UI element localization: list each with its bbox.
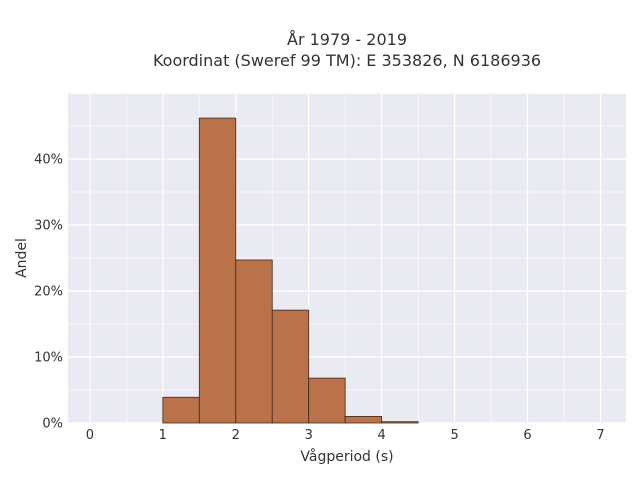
y-tick-label: 20%: [34, 285, 63, 300]
histogram-bar: [308, 377, 346, 424]
x-tick-label: 7: [596, 428, 604, 443]
histogram-bar: [271, 309, 310, 424]
grid-lines: [68, 92, 626, 424]
x-tick-label: 4: [378, 428, 386, 443]
x-tick-label: 3: [305, 428, 313, 443]
histogram-bar: [198, 117, 237, 424]
tick-labels: 0 1 2 3 4 5 6 7 0% 10% 20% 30% 40%: [34, 153, 605, 444]
histogram-bar: [235, 259, 273, 424]
histogram-bar: [344, 415, 383, 424]
y-axis-label: Andel: [14, 238, 30, 278]
chart-title-line-2: Koordinat (Sweref 99 TM): E 353826, N 61…: [153, 51, 541, 70]
histogram-bar: [381, 421, 419, 424]
x-tick-label: 2: [232, 428, 240, 443]
y-tick-label: 10%: [34, 351, 63, 366]
y-tick-label: 0%: [42, 417, 63, 432]
x-tick-label: 6: [523, 428, 531, 443]
chart-title-line-1: År 1979 - 2019: [287, 30, 407, 49]
histogram-bar: [162, 396, 200, 424]
y-tick-label: 30%: [34, 219, 63, 234]
x-axis-label: Vågperiod (s): [300, 448, 393, 465]
bars: [162, 117, 419, 424]
x-tick-label: 1: [159, 428, 167, 443]
y-tick-label: 40%: [34, 153, 63, 168]
x-tick-label: 5: [450, 428, 458, 443]
x-tick-label: 0: [86, 428, 94, 443]
